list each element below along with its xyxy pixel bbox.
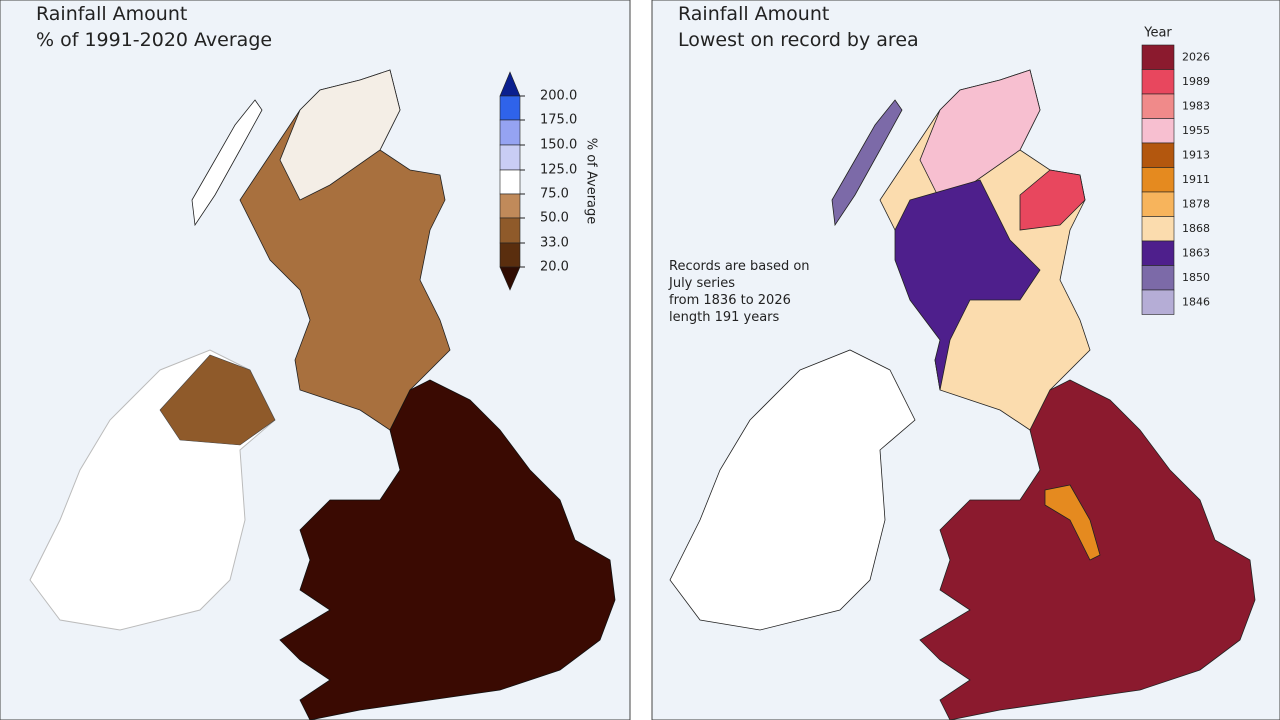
legend-swatch (1141, 240, 1175, 266)
legend-title: Year (1143, 26, 1172, 41)
legend-swatch (1141, 167, 1175, 193)
colorbar-segment (499, 119, 521, 146)
legend-label: 1989 (1182, 75, 1210, 88)
panel-title: % of 1991-2020 Average (36, 29, 272, 51)
colorbar-segment (499, 193, 521, 219)
note: length 191 years (669, 310, 780, 325)
colorbar-label: 125.0 (540, 163, 577, 178)
colorbar-segment (499, 242, 521, 268)
colorbar-label: 175.0 (540, 113, 577, 128)
ireland (669, 349, 916, 631)
colorbar-label: 75.0 (540, 187, 569, 202)
legend-swatch (1141, 191, 1175, 217)
legend-label: 1850 (1182, 271, 1210, 284)
colorbar-label: 20.0 (540, 260, 569, 275)
colorbar-label: 50.0 (540, 211, 569, 226)
colorbar-segment (499, 95, 521, 121)
hebrides (191, 99, 263, 227)
north-east-scotland (1019, 169, 1086, 231)
central-scotland (894, 179, 1041, 391)
colorbar-triangle (499, 266, 521, 291)
panel-title: Rainfall Amount (36, 3, 187, 25)
legend-label: 2026 (1182, 50, 1210, 63)
colorbar-segment (499, 169, 521, 195)
note: July series (668, 276, 735, 291)
left-map (29, 69, 616, 720)
right-map (669, 69, 1256, 720)
legend-label: 1878 (1182, 197, 1210, 210)
hebrides (831, 99, 903, 227)
legend-label: 1983 (1182, 99, 1210, 112)
colorbar-segment (499, 144, 521, 171)
legend-swatch (1141, 93, 1175, 119)
legend-label: 1863 (1182, 246, 1210, 259)
note: Records are based on (669, 259, 810, 274)
panel-title: Rainfall Amount (678, 3, 829, 25)
legend-swatch (1141, 69, 1175, 95)
midlands-area (1044, 484, 1101, 561)
colorbar-segment (499, 217, 521, 244)
legend-label: 1955 (1182, 124, 1210, 137)
north-scotland (919, 69, 1041, 201)
legend-label: 1868 (1182, 222, 1210, 235)
colorbar-label: 150.0 (540, 138, 577, 153)
north-scotland (279, 69, 401, 201)
colorbar-label: 200.0 (540, 89, 577, 104)
northern-ireland (159, 354, 276, 446)
england-wales (279, 379, 616, 720)
legend-swatch (1141, 44, 1175, 70)
legend-swatch (1141, 216, 1175, 242)
legend-swatch (1141, 265, 1175, 291)
legend-swatch (1141, 142, 1175, 168)
colorbar-label: 33.0 (540, 236, 569, 251)
legend-swatch (1141, 289, 1175, 315)
legend-swatch (1141, 118, 1175, 144)
colorbar-title: % of Average (584, 138, 599, 225)
legend-label: 1846 (1182, 295, 1210, 308)
legend-label: 1911 (1182, 173, 1210, 186)
note: from 1836 to 2026 (669, 293, 791, 308)
panel-title: Lowest on record by area (678, 29, 919, 51)
legend-label: 1913 (1182, 148, 1210, 161)
